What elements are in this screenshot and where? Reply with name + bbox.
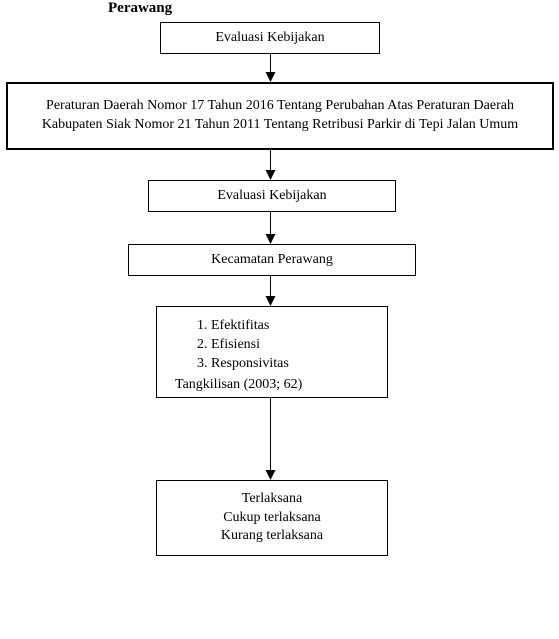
box-peraturan-daerah: Peraturan Daerah Nomor 17 Tahun 2016 Ten… [6,82,554,150]
box1-text: Evaluasi Kebijakan [215,29,324,48]
box2-text: Peraturan Daerah Nomor 17 Tahun 2016 Ten… [8,93,552,139]
arrow-head-icon [266,470,276,480]
arrow-head-icon [266,296,276,306]
box4-text: Kecamatan Perawang [211,251,333,270]
arrow-line [270,54,271,74]
page-title: Perawang [108,0,172,17]
box-outcome: Terlaksana Cukup terlaksana Kurang terla… [156,480,388,556]
outcome-line: Kurang terlaksana [221,527,323,546]
outcome-line: Cukup terlaksana [221,509,323,528]
arrow-head-icon [266,234,276,244]
outcome-line: Terlaksana [221,490,323,509]
criteria-item: Responsivitas [211,355,367,374]
box-kecamatan-perawang: Kecamatan Perawang [128,244,416,276]
arrow-line [270,398,271,472]
box3-text: Evaluasi Kebijakan [217,187,326,206]
criteria-list: Efektifitas Efisiensi Responsivitas [193,317,367,374]
arrow-line [270,150,271,172]
criteria-item: Efisiensi [211,336,367,355]
arrow-line [270,212,271,236]
box-criteria: Efektifitas Efisiensi Responsivitas Tang… [156,306,388,398]
box-evaluasi-kebijakan-top: Evaluasi Kebijakan [160,22,380,54]
criteria-reference: Tangkilisan (2003; 62) [175,376,367,395]
criteria-item: Efektifitas [211,317,367,336]
arrow-head-icon [266,170,276,180]
arrow-head-icon [266,72,276,82]
arrow-line [270,276,271,298]
box-evaluasi-kebijakan-mid: Evaluasi Kebijakan [148,180,396,212]
